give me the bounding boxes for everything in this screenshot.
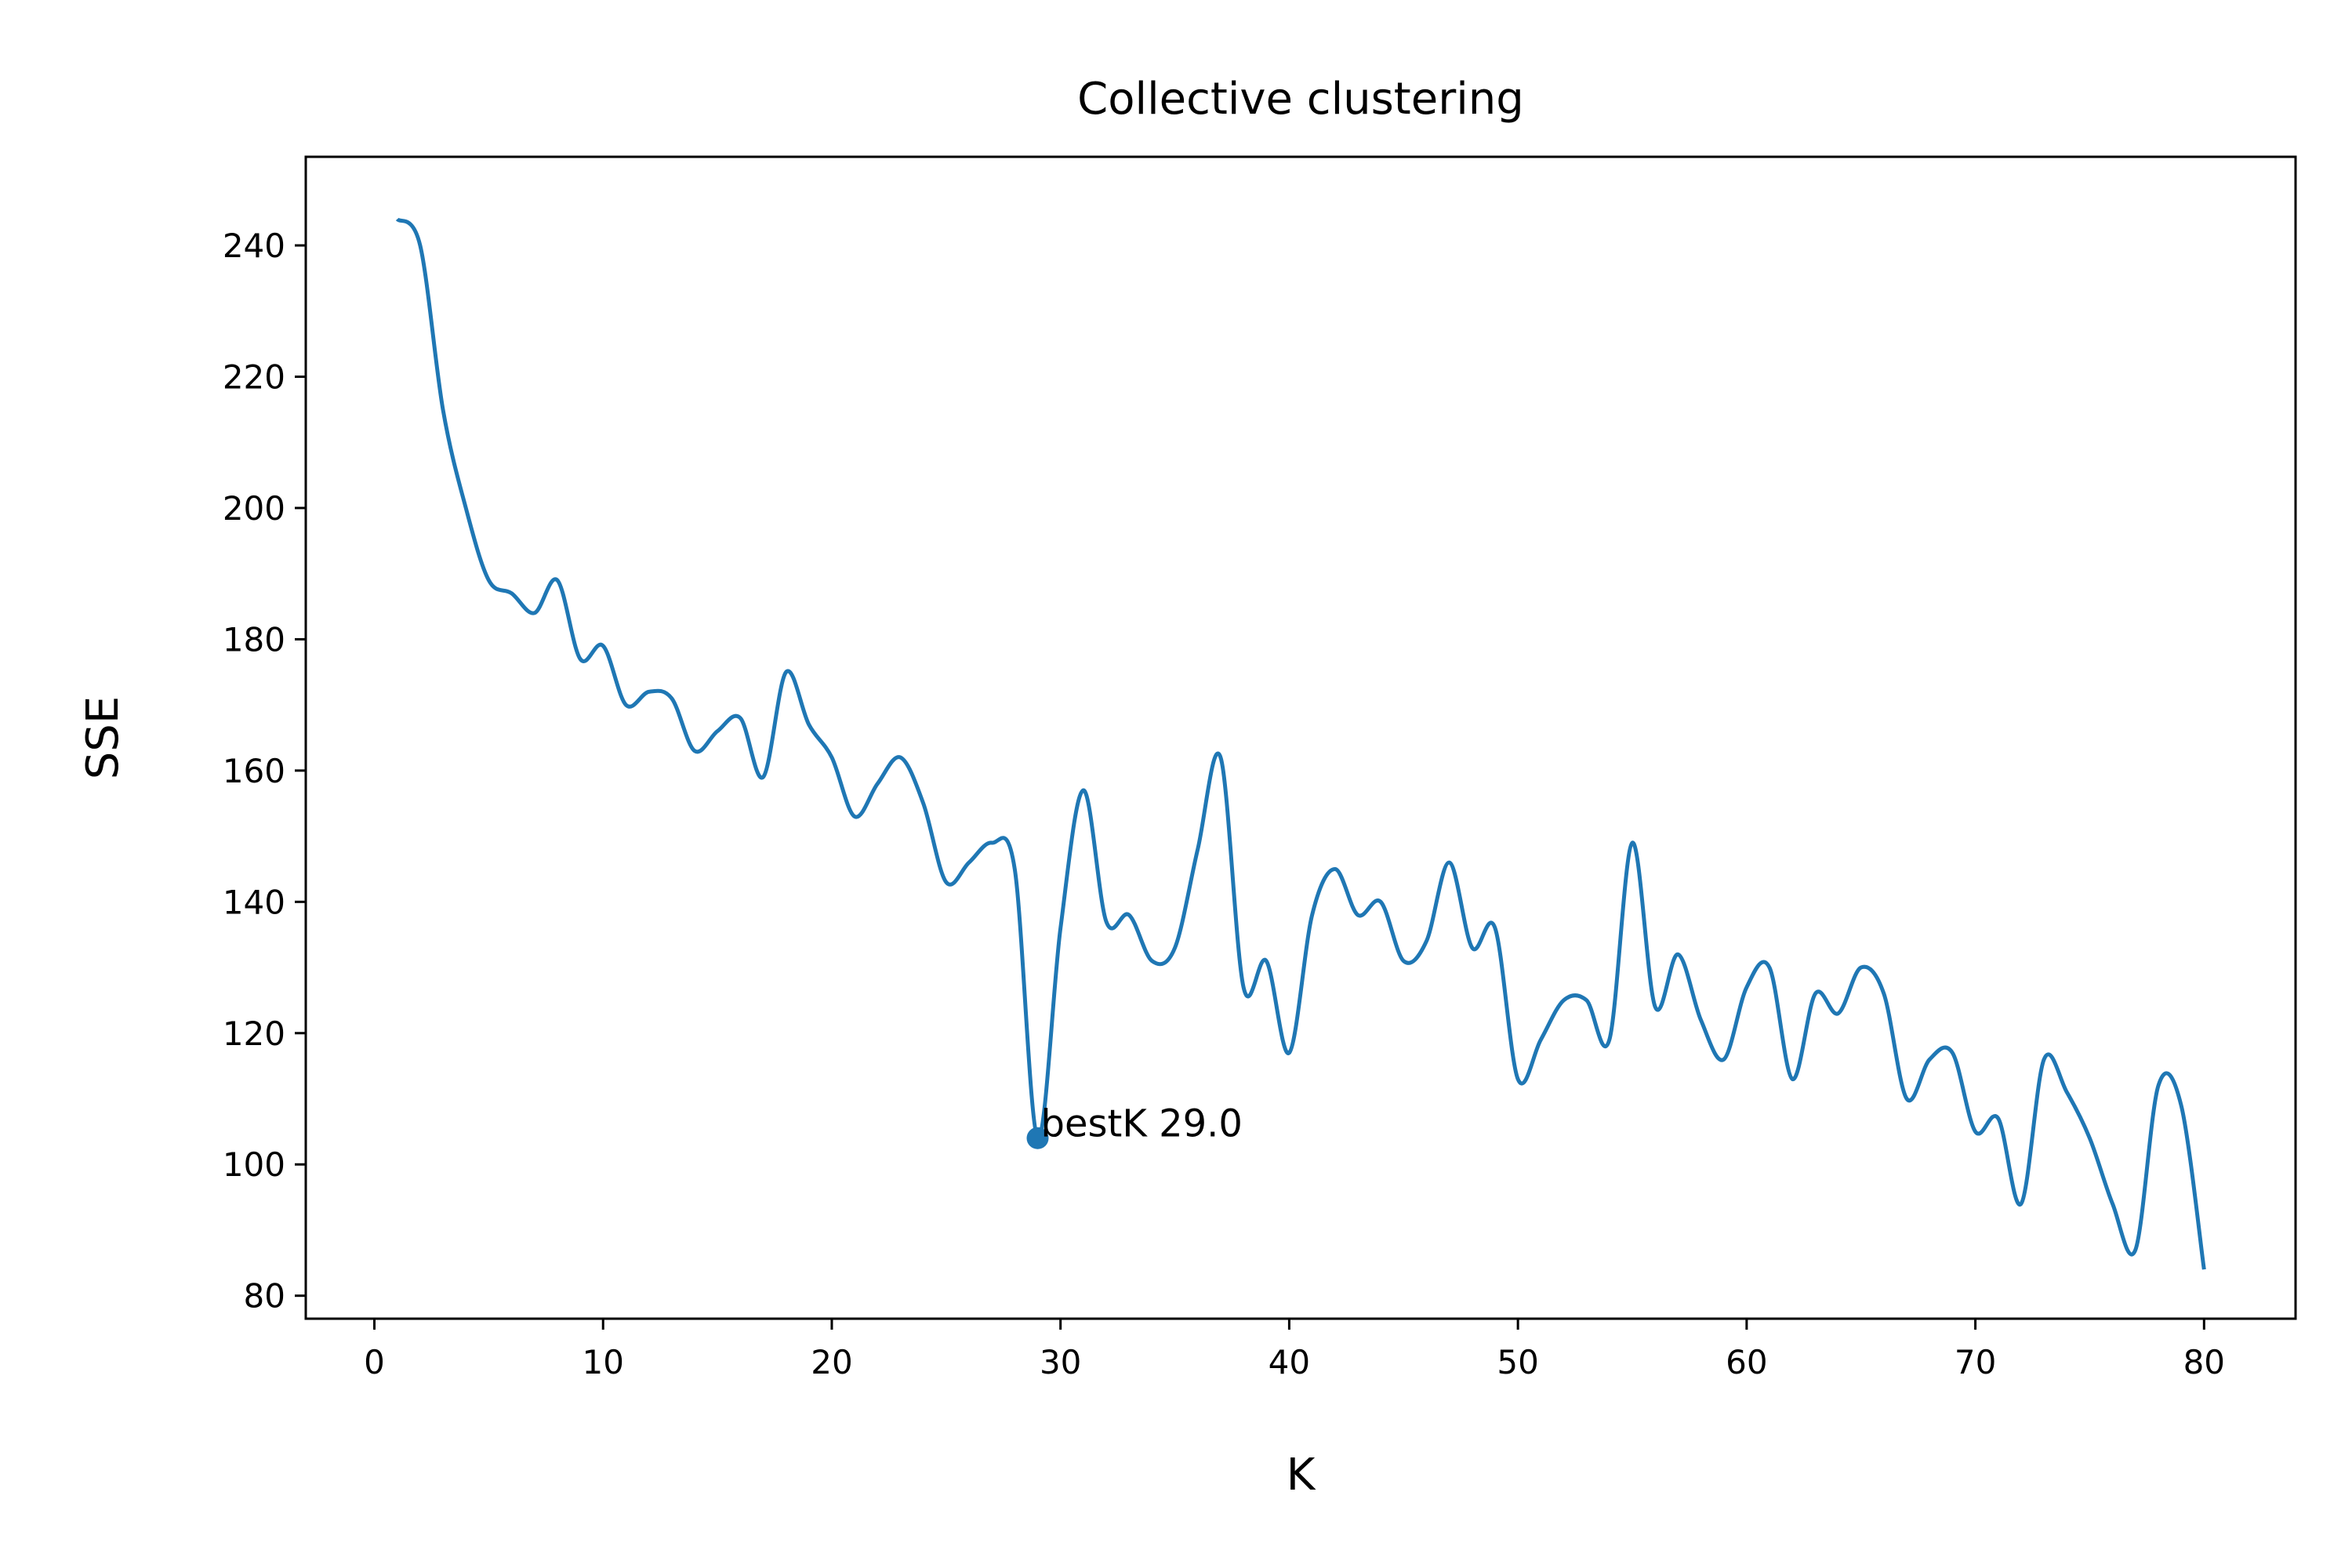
chart-title: Collective clustering <box>1077 74 1524 125</box>
y-axis: 80 100 120 140 160 180 200 220 240 <box>223 227 306 1316</box>
x-tick-label: 70 <box>1955 1343 1996 1381</box>
plot-area: bestK 29.0 <box>304 155 2297 1320</box>
y-tick-label: 160 <box>223 752 285 790</box>
x-tick-label: 10 <box>583 1343 624 1381</box>
y-tick-label: 140 <box>223 883 285 921</box>
y-tick-label: 220 <box>223 358 285 396</box>
y-axis-label: SSE <box>78 696 129 779</box>
best-k-label: bestK 29.0 <box>1041 1102 1243 1146</box>
x-axis-label: K <box>1287 1450 1316 1501</box>
plot-frame <box>304 155 2297 1320</box>
y-tick-label: 100 <box>223 1145 285 1184</box>
y-tick-label: 180 <box>223 620 285 659</box>
sse-series-line <box>395 217 2206 1270</box>
x-tick-label: 80 <box>2183 1343 2225 1381</box>
best-k-point <box>1026 1127 1049 1149</box>
y-tick-label: 200 <box>223 489 285 528</box>
y-tick-label: 240 <box>223 227 285 265</box>
x-tick-label: 60 <box>1726 1343 1767 1381</box>
x-tick-label: 0 <box>364 1343 385 1381</box>
x-tick-label: 20 <box>811 1343 852 1381</box>
x-axis: 0 10 20 30 40 50 60 70 80 <box>364 1319 2225 1381</box>
x-tick-label: 30 <box>1040 1343 1081 1381</box>
y-tick-label: 120 <box>223 1014 285 1053</box>
y-tick-label: 80 <box>244 1277 285 1316</box>
x-tick-label: 50 <box>1497 1343 1538 1381</box>
x-tick-label: 40 <box>1269 1343 1310 1381</box>
